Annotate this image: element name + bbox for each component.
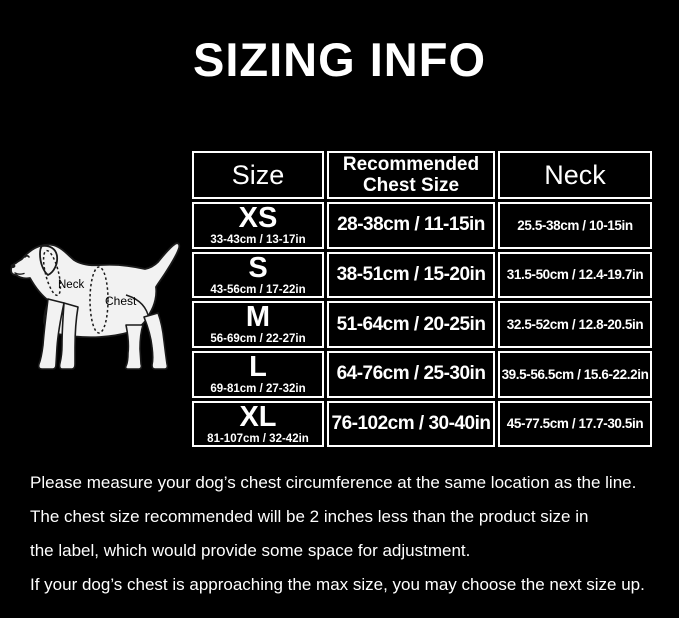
dog-nose: [10, 264, 16, 268]
dog-hind-leg-near: [124, 324, 144, 370]
page-title: SIZING INFO: [193, 33, 486, 86]
dog-front-leg-far: [58, 302, 79, 370]
dog-illustration: Neck Chest: [10, 242, 181, 370]
dog-front-leg-near: [37, 298, 65, 370]
size-cell: L 69-81cm / 27-32in: [192, 350, 324, 398]
note-line: the label, which would provide some spac…: [30, 541, 471, 560]
neck-measure-line: [42, 249, 62, 297]
size-name: M: [245, 301, 271, 334]
size-name: S: [248, 251, 268, 284]
neck-cell: 25.5-38cm / 10-15in: [498, 202, 652, 249]
measuring-instructions: Please measure your dog’s chest circumfe…: [30, 466, 645, 602]
chest-measure-line: [89, 266, 109, 334]
chest-cell: 51-64cm / 20-25in: [327, 301, 495, 348]
size-cell: XL 81-107cm / 32-42in: [192, 400, 324, 448]
chest-cell: 76-102cm / 30-40in: [327, 400, 495, 448]
size-cell: M 56-69cm / 22-27in: [192, 301, 324, 348]
note-line: If your dog’s chest is approaching the m…: [30, 575, 645, 594]
chest-label: Chest: [105, 294, 137, 308]
table-header-row: Size Recommended Chest Size Neck: [192, 151, 652, 199]
chest-cell: 38-51cm / 15-20in: [327, 251, 495, 299]
column-header-neck: Neck: [498, 151, 652, 199]
dog-measurement-diagram: Neck Chest: [8, 237, 183, 375]
size-range: 81-107cm / 32-42in: [207, 432, 309, 445]
column-header-chest: Recommended Chest Size: [327, 151, 495, 199]
neck-cell: 45-77.5cm / 17.7-30.5in: [498, 400, 652, 448]
neck-label: Neck: [58, 279, 84, 291]
size-name: L: [249, 350, 267, 383]
table-row: XS 33-43cm / 13-17in 28-38cm / 11-15in 2…: [192, 202, 652, 249]
column-header-size: Size: [192, 151, 324, 199]
neck-cell: 39.5-56.5cm / 15.6-22.2in: [498, 350, 652, 398]
neck-cell: 32.5-52cm / 12.8-20.5in: [498, 301, 652, 348]
table-row: M 56-69cm / 22-27in 51-64cm / 20-25in 32…: [192, 301, 652, 348]
size-range: 33-43cm / 13-17in: [210, 234, 306, 246]
table-row: S 43-56cm / 17-22in 38-51cm / 15-20in 31…: [192, 251, 652, 299]
size-name: XS: [238, 202, 278, 234]
size-range: 56-69cm / 22-27in: [210, 333, 306, 346]
sizing-table: Size Recommended Chest Size Neck XS 33-4…: [189, 148, 655, 450]
size-cell: XS 33-43cm / 13-17in: [192, 202, 324, 249]
size-range: 69-81cm / 27-32in: [210, 382, 306, 395]
neck-cell: 31.5-50cm / 12.4-19.7in: [498, 251, 652, 299]
size-range: 43-56cm / 17-22in: [210, 283, 306, 296]
dog-mouth: [14, 272, 25, 275]
size-cell: S 43-56cm / 17-22in: [192, 251, 324, 299]
dog-hind-leg-far: [143, 312, 169, 370]
note-line: The chest size recommended will be 2 inc…: [30, 507, 589, 526]
size-name: XL: [239, 400, 277, 433]
dog-eye: [24, 255, 30, 258]
note-line: Please measure your dog’s chest circumfe…: [30, 473, 637, 492]
chest-cell: 64-76cm / 25-30in: [327, 350, 495, 398]
table-row: L 69-81cm / 27-32in 64-76cm / 25-30in 39…: [192, 350, 652, 398]
table-row: XL 81-107cm / 32-42in 76-102cm / 30-40in…: [192, 400, 652, 448]
chest-cell: 28-38cm / 11-15in: [327, 202, 495, 249]
